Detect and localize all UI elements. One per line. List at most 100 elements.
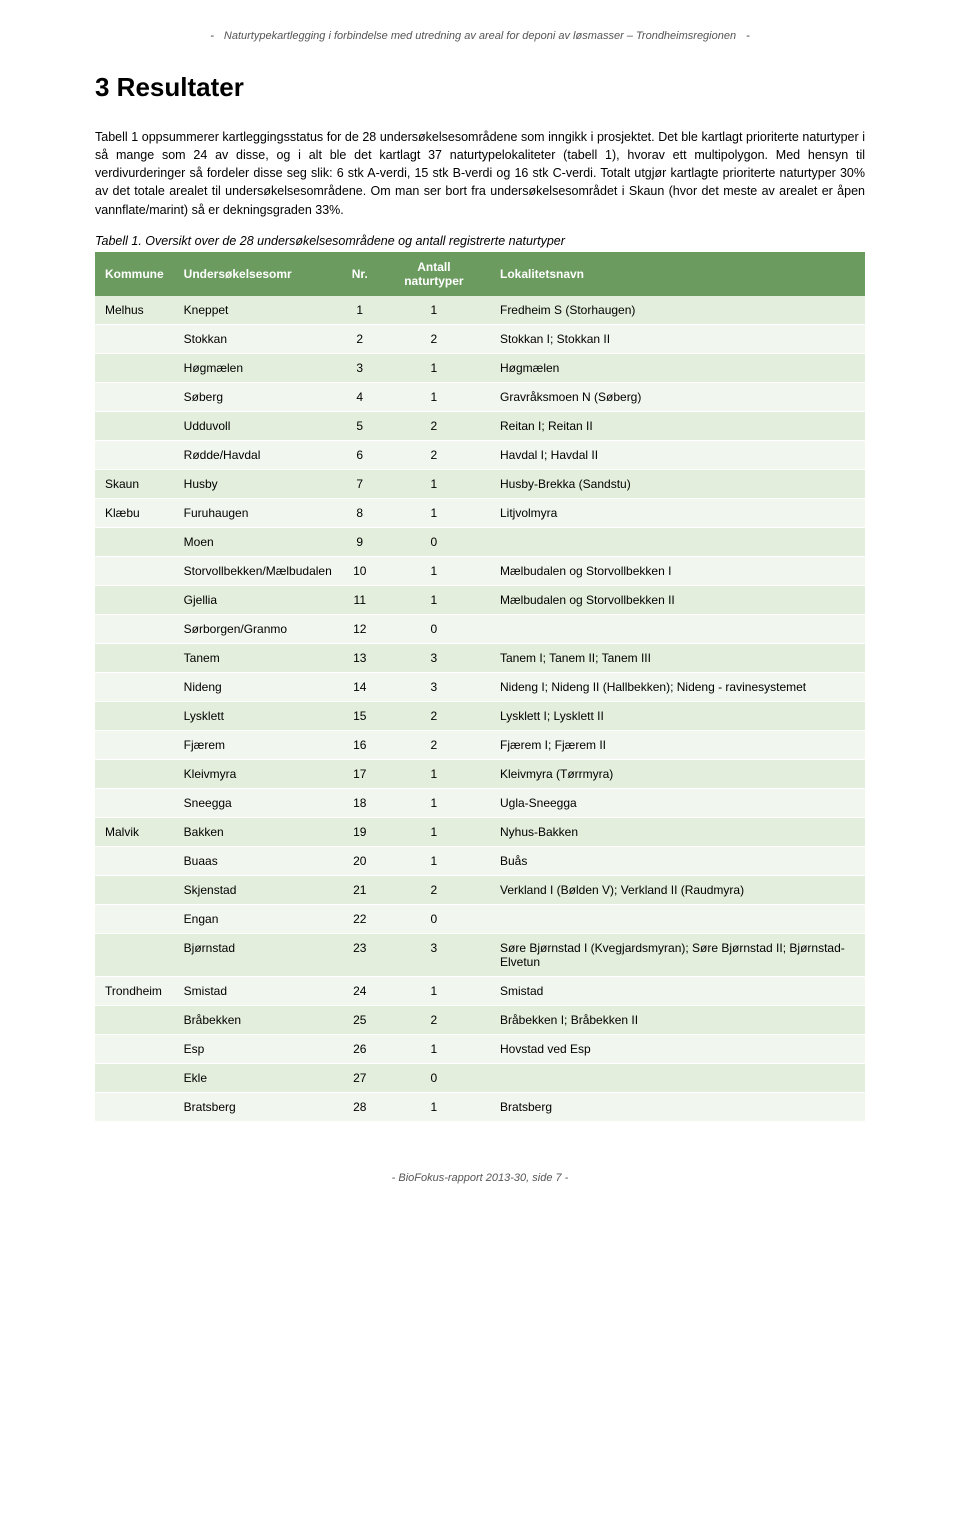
cell-omr: Skjenstad bbox=[174, 875, 342, 904]
cell-navn: Reitan I; Reitan II bbox=[490, 411, 865, 440]
cell-antall: 0 bbox=[378, 614, 490, 643]
cell-nr: 18 bbox=[342, 788, 378, 817]
cell-antall: 1 bbox=[378, 353, 490, 382]
cell-nr: 13 bbox=[342, 643, 378, 672]
table-row: SkaunHusby71Husby-Brekka (Sandstu) bbox=[95, 469, 865, 498]
cell-antall: 1 bbox=[378, 382, 490, 411]
cell-kommune bbox=[95, 614, 174, 643]
dash-right: - bbox=[746, 30, 750, 42]
cell-antall: 2 bbox=[378, 701, 490, 730]
cell-navn: Fjærem I; Fjærem II bbox=[490, 730, 865, 759]
intro-paragraph: Tabell 1 oppsummerer kartleggingsstatus … bbox=[95, 128, 865, 219]
cell-nr: 12 bbox=[342, 614, 378, 643]
table-row: Bjørnstad233Søre Bjørnstad I (Kvegjardsm… bbox=[95, 933, 865, 976]
cell-navn bbox=[490, 1063, 865, 1092]
cell-antall: 1 bbox=[378, 585, 490, 614]
cell-nr: 25 bbox=[342, 1005, 378, 1034]
cell-omr: Kleivmyra bbox=[174, 759, 342, 788]
cell-navn: Tanem I; Tanem II; Tanem III bbox=[490, 643, 865, 672]
cell-kommune bbox=[95, 440, 174, 469]
cell-omr: Engan bbox=[174, 904, 342, 933]
table-row: Kleivmyra171Kleivmyra (Tørrmyra) bbox=[95, 759, 865, 788]
cell-nr: 10 bbox=[342, 556, 378, 585]
table-body: MelhusKneppet11Fredheim S (Storhaugen)St… bbox=[95, 296, 865, 1122]
cell-nr: 9 bbox=[342, 527, 378, 556]
cell-navn: Buås bbox=[490, 846, 865, 875]
cell-navn: Hovstad ved Esp bbox=[490, 1034, 865, 1063]
cell-kommune bbox=[95, 672, 174, 701]
cell-navn: Kleivmyra (Tørrmyra) bbox=[490, 759, 865, 788]
cell-nr: 26 bbox=[342, 1034, 378, 1063]
cell-omr: Udduvoll bbox=[174, 411, 342, 440]
cell-navn: Nideng I; Nideng II (Hallbekken); Nideng… bbox=[490, 672, 865, 701]
cell-navn: Mælbudalen og Storvollbekken I bbox=[490, 556, 865, 585]
table-row: Søberg41Gravråksmoen N (Søberg) bbox=[95, 382, 865, 411]
page-container: - Naturtypekartlegging i forbindelse med… bbox=[0, 0, 960, 1234]
table-row: Bråbekken252Bråbekken I; Bråbekken II bbox=[95, 1005, 865, 1034]
cell-navn: Søre Bjørnstad I (Kvegjardsmyran); Søre … bbox=[490, 933, 865, 976]
cell-antall: 2 bbox=[378, 411, 490, 440]
cell-antall: 1 bbox=[378, 469, 490, 498]
cell-navn: Høgmælen bbox=[490, 353, 865, 382]
survey-table: Kommune Undersøkelsesomr Nr. Antall natu… bbox=[95, 252, 865, 1122]
cell-omr: Stokkan bbox=[174, 324, 342, 353]
cell-kommune bbox=[95, 788, 174, 817]
cell-omr: Rødde/Havdal bbox=[174, 440, 342, 469]
cell-kommune bbox=[95, 556, 174, 585]
cell-nr: 1 bbox=[342, 296, 378, 325]
table-row: Høgmælen31Høgmælen bbox=[95, 353, 865, 382]
cell-nr: 14 bbox=[342, 672, 378, 701]
cell-nr: 16 bbox=[342, 730, 378, 759]
table-row: Sneegga181Ugla-Sneegga bbox=[95, 788, 865, 817]
cell-navn bbox=[490, 614, 865, 643]
cell-antall: 0 bbox=[378, 527, 490, 556]
table-row: Fjærem162Fjærem I; Fjærem II bbox=[95, 730, 865, 759]
col-kommune: Kommune bbox=[95, 252, 174, 296]
document-header: - Naturtypekartlegging i forbindelse med… bbox=[95, 30, 865, 42]
cell-navn: Lysklett I; Lysklett II bbox=[490, 701, 865, 730]
cell-kommune: Trondheim bbox=[95, 976, 174, 1005]
cell-nr: 21 bbox=[342, 875, 378, 904]
cell-nr: 6 bbox=[342, 440, 378, 469]
table-row: Storvollbekken/Mælbudalen101Mælbudalen o… bbox=[95, 556, 865, 585]
cell-kommune bbox=[95, 324, 174, 353]
cell-omr: Moen bbox=[174, 527, 342, 556]
table-row: Udduvoll52Reitan I; Reitan II bbox=[95, 411, 865, 440]
cell-nr: 17 bbox=[342, 759, 378, 788]
cell-antall: 2 bbox=[378, 324, 490, 353]
cell-navn: Stokkan I; Stokkan II bbox=[490, 324, 865, 353]
cell-nr: 3 bbox=[342, 353, 378, 382]
cell-antall: 2 bbox=[378, 440, 490, 469]
cell-nr: 20 bbox=[342, 846, 378, 875]
cell-navn: Smistad bbox=[490, 976, 865, 1005]
cell-antall: 0 bbox=[378, 904, 490, 933]
cell-kommune bbox=[95, 353, 174, 382]
cell-omr: Fjærem bbox=[174, 730, 342, 759]
table-header-row: Kommune Undersøkelsesomr Nr. Antall natu… bbox=[95, 252, 865, 296]
cell-antall: 2 bbox=[378, 875, 490, 904]
cell-nr: 22 bbox=[342, 904, 378, 933]
section-title: 3 Resultater bbox=[95, 72, 865, 103]
cell-navn: Verkland I (Bølden V); Verkland II (Raud… bbox=[490, 875, 865, 904]
cell-kommune bbox=[95, 904, 174, 933]
cell-navn: Bratsberg bbox=[490, 1092, 865, 1121]
cell-kommune bbox=[95, 846, 174, 875]
cell-omr: Bakken bbox=[174, 817, 342, 846]
cell-antall: 1 bbox=[378, 556, 490, 585]
cell-antall: 3 bbox=[378, 933, 490, 976]
cell-antall: 1 bbox=[378, 846, 490, 875]
cell-omr: Esp bbox=[174, 1034, 342, 1063]
table-row: Esp261Hovstad ved Esp bbox=[95, 1034, 865, 1063]
cell-kommune bbox=[95, 933, 174, 976]
cell-antall: 1 bbox=[378, 1034, 490, 1063]
cell-antall: 3 bbox=[378, 643, 490, 672]
cell-antall: 1 bbox=[378, 296, 490, 325]
cell-omr: Kneppet bbox=[174, 296, 342, 325]
cell-nr: 2 bbox=[342, 324, 378, 353]
cell-kommune bbox=[95, 1034, 174, 1063]
cell-nr: 19 bbox=[342, 817, 378, 846]
cell-omr: Husby bbox=[174, 469, 342, 498]
cell-omr: Sneegga bbox=[174, 788, 342, 817]
cell-navn: Husby-Brekka (Sandstu) bbox=[490, 469, 865, 498]
cell-antall: 1 bbox=[378, 498, 490, 527]
